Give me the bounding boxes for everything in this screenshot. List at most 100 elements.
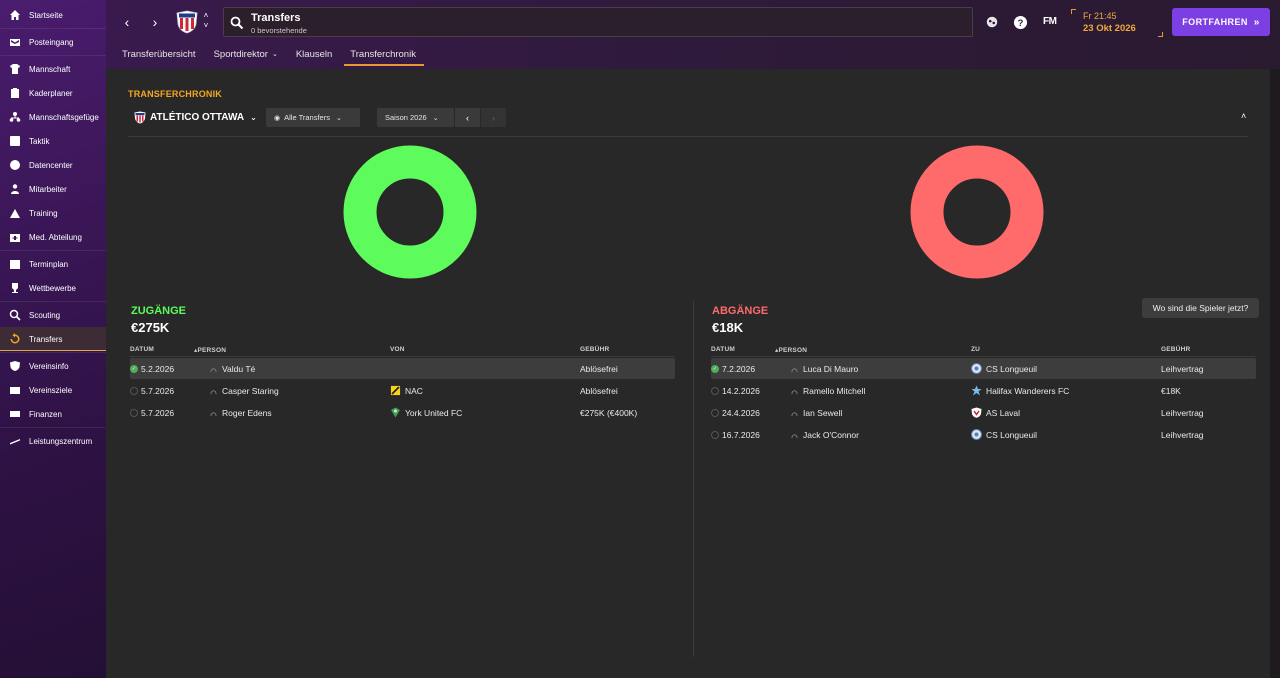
column-header-person[interactable]: ▴PERSON	[194, 346, 390, 354]
next-season-button[interactable]: ›	[481, 108, 506, 127]
column-header-label: PERSON	[197, 346, 227, 354]
chevron-down-icon: ⌄	[335, 114, 342, 122]
person-name[interactable]: Jack O'Connor	[803, 429, 859, 440]
chevron-left-icon: ‹	[124, 14, 130, 30]
column-header-fee[interactable]: GEBÜHR	[1161, 346, 1191, 353]
scrollbar[interactable]	[1270, 69, 1280, 678]
column-header-date[interactable]: DATUM	[130, 346, 154, 353]
hierarchy-icon	[8, 111, 21, 124]
club-selector[interactable]: ATLÉTICO OTTAWA ⌄	[134, 111, 257, 124]
table-row[interactable]: 16.7.2026 Jack O'Connor CS Longueuil Lei…	[711, 424, 1256, 445]
back-button[interactable]: ‹	[118, 12, 136, 32]
sidebar-item-posteingang[interactable]: Posteingang	[0, 30, 106, 54]
help-icon[interactable]: ?	[1012, 14, 1028, 30]
cs-longueuil-logo-icon	[971, 429, 982, 440]
club-name[interactable]: AS Laval	[986, 407, 1021, 418]
person-name[interactable]: Ramello Mitchell	[803, 385, 866, 396]
cell-date: 16.7.2026	[711, 430, 783, 440]
sidebar-item-terminplan[interactable]: Terminplan	[0, 252, 106, 276]
forward-button[interactable]: ›	[146, 12, 164, 32]
tab-klauseln[interactable]: Klauseln	[296, 44, 332, 64]
training-icon	[8, 207, 21, 220]
sidebar-item-label: Mannschaftsgefüge	[29, 112, 99, 122]
sidebar-item-mannschaft[interactable]: Mannschaft	[0, 57, 106, 81]
search-box[interactable]: Transfers 0 bevorstehende	[223, 7, 973, 37]
club-name[interactable]: CS Longueuil	[986, 363, 1038, 374]
collapse-button[interactable]: ˄	[1241, 111, 1246, 121]
sidebar-item-finanzen[interactable]: Finanzen	[0, 402, 106, 426]
eye-icon: ◉	[274, 114, 281, 122]
table-row[interactable]: ✓ 7.2.2026 Luca Di Mauro CS Longueuil Lei…	[711, 358, 1256, 379]
tab-transferuebersicht[interactable]: Transferübersicht	[122, 44, 196, 64]
column-header-date[interactable]: DATUM	[711, 346, 735, 353]
sidebar-item-kaderplaner[interactable]: Kaderplaner	[0, 81, 106, 105]
halifax-wanderers-logo-icon	[971, 385, 982, 396]
season-dropdown[interactable]: Saison 2026 ⌄	[377, 108, 454, 127]
table-row[interactable]: ✓ 5.2.2026 Valdu Té Ablösefrei	[130, 358, 675, 379]
sidebar-item-scouting[interactable]: Scouting	[0, 303, 106, 327]
chevron-down-icon: ⌄	[271, 51, 278, 58]
table-row[interactable]: 14.2.2026 Ramello Mitchell Halifax Wande…	[711, 380, 1256, 401]
sidebar-item-transfers[interactable]: Transfers	[0, 327, 106, 351]
club-name[interactable]: CS Longueuil	[986, 429, 1038, 440]
person-icon	[791, 387, 798, 395]
top-bar: ‹ › ˄ ˅ Transfers 0 bevorstehende ? FM F…	[106, 0, 1280, 69]
cell-person: Casper Staring	[202, 386, 390, 396]
club-name[interactable]: NAC	[405, 385, 423, 396]
cell-person: Ian Sewell	[783, 408, 971, 418]
person-name[interactable]: Roger Edens	[222, 407, 272, 418]
sidebar-item-vereinsinfo[interactable]: Vereinsinfo	[0, 354, 106, 378]
sidebar-item-wettbewerbe[interactable]: Wettbewerbe	[0, 276, 106, 300]
transfers-icon	[8, 333, 21, 346]
date-text: 5.7.2026	[141, 407, 175, 418]
fm-logo[interactable]: FM	[1043, 16, 1057, 27]
sidebar-item-mannschaftsgefuege[interactable]: Mannschaftsgefüge	[0, 105, 106, 129]
continue-button[interactable]: FORTFAHREN »	[1172, 8, 1270, 36]
person-name[interactable]: Ian Sewell	[803, 407, 843, 418]
table-row[interactable]: 24.4.2026 Ian Sewell AS Laval Leihvertra…	[711, 402, 1256, 423]
sidebar-item-leistungszentrum[interactable]: Leistungszentrum	[0, 429, 106, 453]
club-crest-icon[interactable]	[176, 10, 198, 34]
where-are-players-now-button[interactable]: Wo sind die Spieler jetzt?	[1142, 298, 1259, 318]
tab-transferchronik[interactable]: Transferchronik	[344, 44, 424, 66]
column-header-club[interactable]: ZU	[971, 346, 981, 353]
academy-icon	[8, 435, 21, 448]
search-icon	[230, 16, 244, 30]
date-text: 5.2.2026	[141, 363, 175, 374]
outgoing-total: €18K	[712, 320, 744, 335]
sidebar-divider	[0, 28, 106, 29]
club-name[interactable]: Halifax Wanderers FC	[986, 385, 1070, 396]
person-name[interactable]: Casper Staring	[222, 385, 279, 396]
page-title: Transfers	[251, 12, 301, 24]
sidebar-item-med-abteilung[interactable]: Med. Abteilung	[0, 225, 106, 249]
transfer-filter-dropdown[interactable]: ◉ Alle Transfers ⌄	[266, 108, 360, 127]
date-display[interactable]: Fr 21:45 23 Okt 2026	[1071, 9, 1163, 37]
previous-season-button[interactable]: ‹	[455, 108, 480, 127]
person-name[interactable]: Valdu Té	[222, 363, 256, 374]
chevron-up-icon[interactable]: ˄	[203, 11, 209, 20]
table-row[interactable]: 5.7.2026 Casper Staring NAC Ablösefrei	[130, 380, 675, 401]
sort-icon: ▴	[194, 346, 198, 354]
current-date: 23 Okt 2026	[1083, 23, 1136, 34]
person-name[interactable]: Luca Di Mauro	[803, 363, 859, 374]
sidebar-item-vereinsziele[interactable]: Vereinsziele	[0, 378, 106, 402]
table-row[interactable]: 5.7.2026 Roger Edens York United FC €275…	[130, 402, 675, 423]
chevron-down-icon[interactable]: ˅	[203, 21, 209, 30]
cell-fee: Ablösefrei	[580, 385, 618, 396]
sidebar-item-datencenter[interactable]: Datencenter	[0, 153, 106, 177]
sidebar-item-taktik[interactable]: Taktik	[0, 129, 106, 153]
club-switch-arrows[interactable]: ˄ ˅	[201, 11, 211, 33]
column-header-fee[interactable]: GEBÜHR	[580, 346, 610, 353]
column-header-club[interactable]: VON	[390, 346, 405, 353]
column-header-person[interactable]: ▴PERSON	[775, 346, 971, 354]
tab-sportdirektor[interactable]: Sportdirektor ⌄	[214, 44, 278, 64]
sidebar-item-mitarbeiter[interactable]: Mitarbeiter	[0, 177, 106, 201]
sidebar-item-startseite[interactable]: Startseite	[0, 3, 106, 27]
sidebar-item-label: Wettbewerbe	[29, 283, 76, 293]
continue-label: FORTFAHREN	[1182, 17, 1248, 27]
brain-icon[interactable]	[984, 14, 1000, 30]
sidebar-item-training[interactable]: Training	[0, 201, 106, 225]
cell-club: CS Longueuil	[971, 363, 1161, 374]
club-name[interactable]: York United FC	[405, 407, 463, 418]
club-name: ATLÉTICO OTTAWA	[150, 112, 245, 123]
